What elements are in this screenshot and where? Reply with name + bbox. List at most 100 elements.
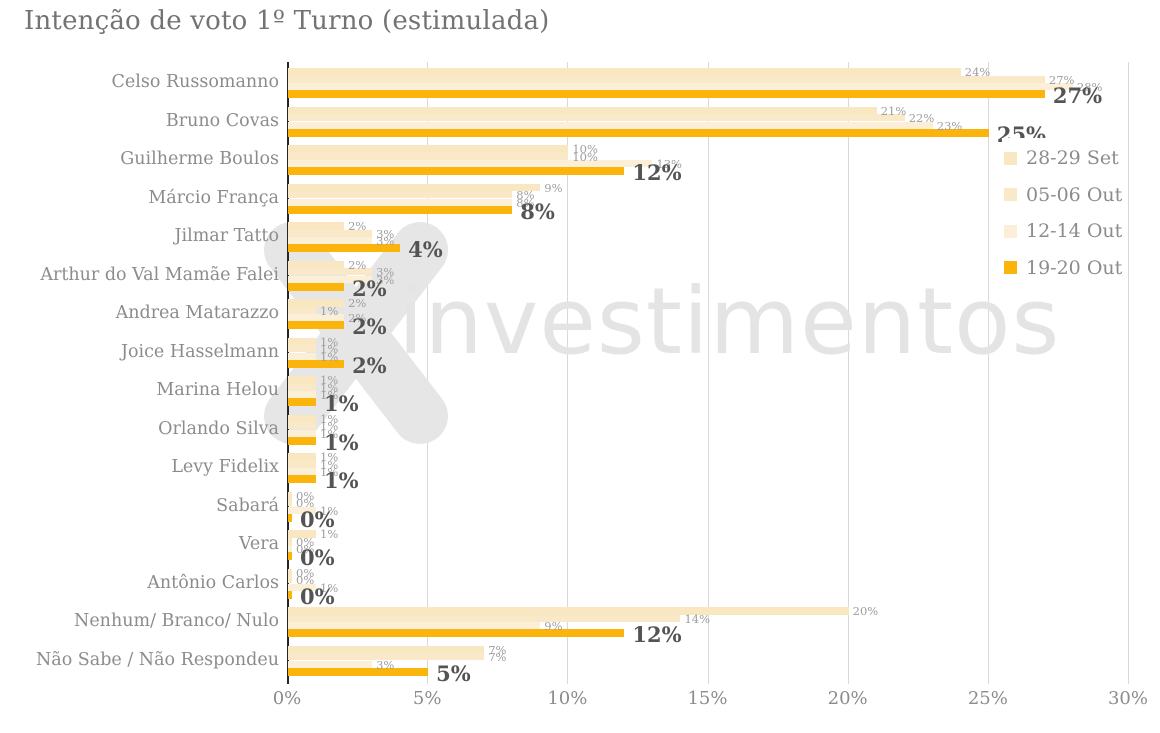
value-label: 3% <box>376 657 395 672</box>
value-label: 9% <box>544 180 563 195</box>
category-label: Celso Russomanno <box>111 72 279 93</box>
value-label-bold: 0% <box>300 506 335 532</box>
chart-title: Intenção de voto 1º Turno (estimulada) <box>24 6 550 36</box>
legend-swatch <box>1004 151 1017 165</box>
bar-05-06 Out <box>288 576 292 584</box>
value-label: 2% <box>348 257 367 272</box>
value-label: 1% <box>320 527 339 542</box>
x-tick-label: 10% <box>547 688 588 709</box>
value-label: 23% <box>936 118 963 133</box>
x-tick-label: 20% <box>827 688 868 709</box>
value-label: 27% <box>1048 72 1075 87</box>
gridline <box>567 62 569 684</box>
bar-12-14 Out <box>288 83 1073 91</box>
bar-28-29 Set <box>288 568 292 577</box>
value-label: 3% <box>376 234 395 248</box>
bar-05-06 Out <box>288 422 317 430</box>
x-tick-label: 5% <box>412 688 442 709</box>
bar-28-29 Set <box>288 260 345 269</box>
gridline <box>847 62 849 684</box>
value-label: 0% <box>296 565 315 580</box>
category-label: Arthur do Val Mamãe Falei <box>40 264 279 285</box>
value-label-bold: 4% <box>408 237 443 263</box>
bar-28-29 Set <box>288 376 317 384</box>
gridline <box>987 62 989 684</box>
legend-item: 05-06 Out <box>1004 177 1122 214</box>
bar-19-20 Out <box>288 513 292 522</box>
bar-05-06 Out <box>288 499 292 507</box>
bar-12-14 Out <box>288 352 317 360</box>
bar-05-06 Out <box>288 345 317 353</box>
bar-12-14 Out <box>288 622 541 630</box>
value-label: 2% <box>348 296 367 311</box>
value-label-bold: 27% <box>1052 83 1103 109</box>
bar-28-29 Set <box>288 145 569 153</box>
bar-12-14 Out <box>288 429 317 437</box>
bar-12-14 Out <box>288 160 653 168</box>
category-label: Levy Fidelix <box>171 457 279 478</box>
bar-12-14 Out <box>288 545 292 553</box>
bar-12-14 Out <box>288 468 317 476</box>
category-label: Vera <box>238 534 279 555</box>
value-label: 24% <box>964 65 991 80</box>
category-label: Joice Hasselmann <box>120 341 279 362</box>
value-label: 0% <box>296 496 315 511</box>
value-label-bold: 5% <box>436 660 471 686</box>
gridline <box>1128 62 1129 684</box>
value-label: 2% <box>348 219 367 234</box>
bar-19-20 Out <box>288 436 317 445</box>
value-label-bold: 2% <box>352 314 387 340</box>
watermark-text: investimentos <box>398 268 1061 375</box>
category-label: Antônio Carlos <box>147 572 279 593</box>
bar-05-06 Out <box>288 114 905 122</box>
bar-28-29 Set <box>288 337 317 346</box>
x-tick-label: 15% <box>687 688 728 709</box>
value-label: 1% <box>320 465 339 479</box>
bar-05-06 Out <box>288 191 513 199</box>
value-label-bold: 8% <box>520 198 555 224</box>
value-label: 1% <box>320 349 339 364</box>
bar-19-20 Out <box>288 128 989 137</box>
x-tick-label: 0% <box>272 688 302 709</box>
bar-05-06 Out <box>288 460 317 468</box>
x-tick-label: 30% <box>1107 688 1148 709</box>
bar-28-29 Set <box>288 453 317 461</box>
bar-05-06 Out <box>288 653 485 661</box>
value-label: 28% <box>1076 80 1103 94</box>
x-tick-label: 25% <box>967 688 1008 709</box>
bar-19-20 Out <box>288 475 317 484</box>
bar-12-14 Out <box>288 198 513 206</box>
category-label: Orlando Silva <box>158 418 279 439</box>
value-label-bold: 0% <box>300 583 335 609</box>
legend-swatch <box>1004 224 1017 238</box>
value-label: 13% <box>656 157 682 171</box>
bar-12-14 Out <box>288 506 317 514</box>
value-label: 8% <box>516 195 535 210</box>
value-label-bold: 12% <box>632 160 682 186</box>
legend-label: 28-29 Set <box>1026 147 1119 170</box>
category-label: Guilherme Boulos <box>120 149 279 170</box>
value-label-bold: 2% <box>352 352 387 378</box>
bar-05-06 Out <box>288 614 681 622</box>
category-label: Marina Helou <box>156 380 279 401</box>
bar-19-20 Out <box>288 167 625 176</box>
bar-19-20 Out <box>288 90 1045 99</box>
bar-05-06 Out <box>288 306 317 314</box>
legend: 28-29 Set 05-06 Out 12-14 Out 19-20 Out <box>1002 138 1129 288</box>
bar-05-06 Out <box>288 537 292 545</box>
value-label: 1% <box>320 580 339 595</box>
bar-19-20 Out <box>288 552 292 561</box>
category-label: Não Sabe / Não Respondeu <box>35 649 279 670</box>
category-label: Sabará <box>216 495 279 516</box>
value-label-bold: 1% <box>324 468 359 494</box>
bar-19-20 Out <box>288 398 317 407</box>
legend-label: 05-06 Out <box>1026 183 1123 206</box>
legend-label: 12-14 Out <box>1026 220 1123 243</box>
legend-item: 12-14 Out <box>1004 213 1122 250</box>
bar-12-14 Out <box>288 660 373 668</box>
value-label: 7% <box>488 642 507 657</box>
value-label: 20% <box>852 604 879 619</box>
bar-05-06 Out <box>288 152 569 160</box>
bar-28-29 Set <box>288 414 317 423</box>
